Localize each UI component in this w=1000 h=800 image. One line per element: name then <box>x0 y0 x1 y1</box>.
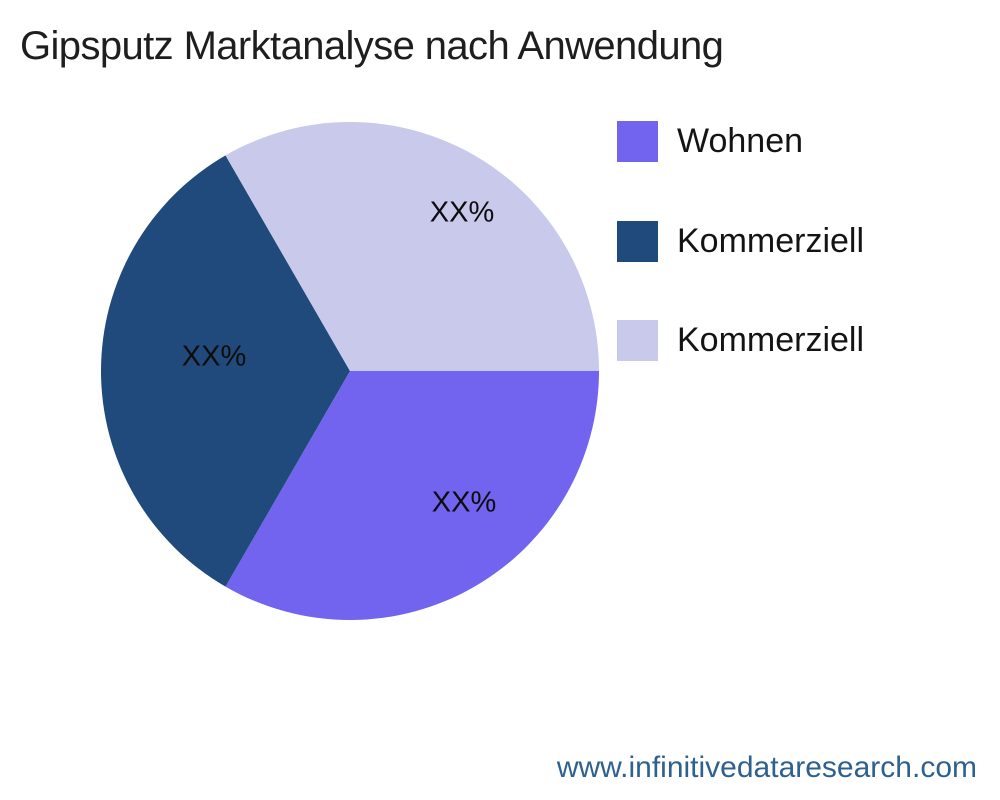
pie-percentage-label-kommerziell-dark: XX% <box>181 340 247 373</box>
pie-chart <box>101 122 599 620</box>
chart-title: Gipsputz Marktanalyse nach Anwendung <box>20 24 724 68</box>
legend-label-kommerziell-light: Kommerziell <box>677 321 865 359</box>
legend-swatch-wohnen <box>617 121 658 162</box>
legend-item-kommerziell-dark: Kommerziell <box>617 221 864 262</box>
legend-swatch-kommerziell-light <box>617 320 658 361</box>
pie-percentage-label-kommerziell-light: XX% <box>429 196 495 229</box>
legend-swatch-kommerziell-dark <box>617 221 658 262</box>
footer-url[interactable]: www.infinitivedataresearch.com <box>556 751 977 784</box>
pie-slice-2-kommerziell <box>225 122 599 371</box>
legend-label-kommerziell-dark: Kommerziell <box>677 222 865 260</box>
legend-item-kommerziell-light: Kommerziell <box>617 320 864 361</box>
legend-item-wohnen: Wohnen <box>617 121 803 162</box>
pie-percentage-label-wohnen: XX% <box>431 486 497 519</box>
pie-slice-1-kommerziell <box>101 155 351 587</box>
pie-slice-0-wohnen <box>225 371 599 620</box>
legend-label-wohnen: Wohnen <box>677 122 804 160</box>
